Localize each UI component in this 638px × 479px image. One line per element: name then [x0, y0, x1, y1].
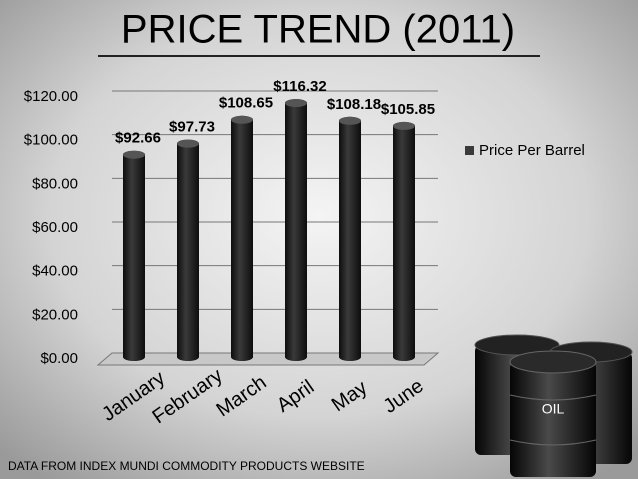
bar-cap: [393, 121, 415, 130]
plot-floor: [96, 352, 440, 366]
bar: [339, 116, 361, 361]
bar-cap: [339, 116, 361, 125]
source-note: DATA FROM INDEX MUNDI COMMODITY PRODUCTS…: [8, 459, 365, 473]
bar-cap: [123, 150, 145, 159]
chart-title: PRICE TREND (2011): [121, 8, 515, 52]
image-label: OIL: [542, 401, 565, 417]
bar: [123, 150, 146, 361]
y-tick-label: $60.00: [32, 219, 78, 236]
data-label: $97.73: [169, 119, 215, 136]
legend-label: Price Per Barrel: [479, 142, 585, 159]
data-label: $116.32: [273, 78, 326, 95]
data-label: $108.65: [219, 95, 273, 112]
y-tick-label: $40.00: [32, 263, 78, 280]
oil-barrels: [474, 334, 633, 477]
bar-cap: [231, 115, 253, 124]
y-tick-label: $20.00: [32, 306, 78, 323]
bar: [393, 121, 415, 361]
data-label: $108.18: [327, 96, 381, 113]
y-tick-label: $0.00: [40, 350, 78, 367]
data-label: $105.85: [381, 101, 435, 118]
bar: [231, 115, 253, 362]
bar: [177, 139, 200, 361]
data-label: $92.66: [115, 130, 161, 147]
legend-swatch: [465, 146, 474, 155]
y-tick-label: $100.00: [24, 132, 78, 149]
bar: [285, 99, 307, 361]
bar-cap: [177, 139, 199, 148]
y-tick-label: $120.00: [24, 88, 78, 105]
bar-cap: [285, 99, 307, 108]
y-tick-label: $80.00: [32, 175, 78, 192]
